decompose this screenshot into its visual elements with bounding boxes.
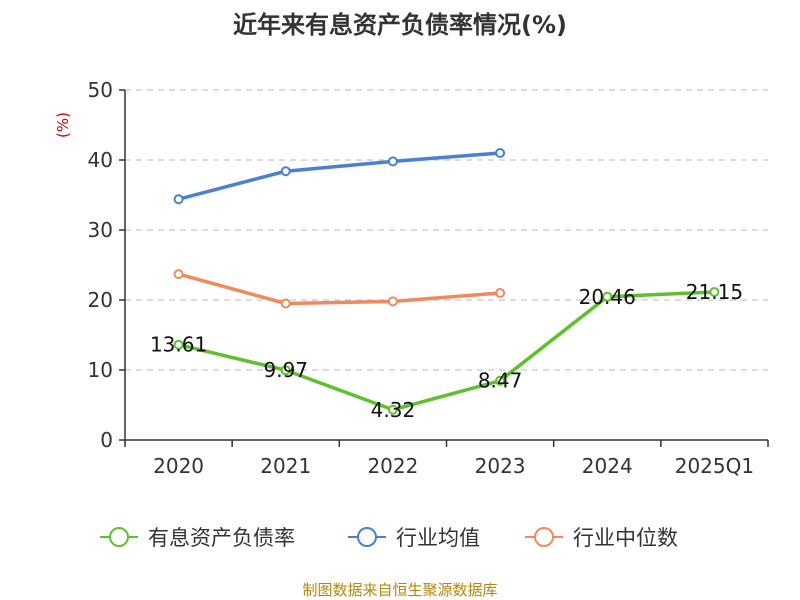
series-line-1 [176, 151, 502, 201]
data-point [387, 404, 398, 415]
series-line-2 [176, 272, 502, 306]
x-tick-label: 2024 [582, 454, 633, 478]
series-line-0 [176, 290, 717, 412]
legend-marker [534, 527, 554, 547]
data-point [387, 156, 398, 167]
legend-label: 行业均值 [396, 526, 480, 550]
source-note: 制图数据来自恒生聚源数据库 [302, 581, 497, 599]
data-label: 20.46 [579, 285, 636, 309]
data-point [495, 375, 506, 386]
y-tick-label: 40 [88, 148, 113, 172]
y-tick-label: 30 [88, 218, 113, 242]
legend-label: 行业中位数 [573, 526, 678, 550]
data-point [387, 296, 398, 307]
y-tick-label: 10 [88, 358, 113, 382]
data-label: 21.15 [686, 280, 743, 304]
x-tick-label: 2020 [153, 454, 204, 478]
data-point [495, 148, 506, 158]
series-group [173, 148, 720, 415]
data-labels: 13.61 9.97 4.32 8.47 20.46 21.15 [150, 280, 743, 422]
y-tick-label: 0 [100, 428, 113, 452]
grid [125, 89, 768, 371]
legend-marker [109, 527, 129, 547]
y-tick-label: 20 [88, 288, 113, 312]
data-point [173, 194, 184, 205]
legend-marker [357, 527, 377, 547]
x-tick-label: 2021 [260, 454, 311, 478]
data-point [602, 291, 613, 302]
legend-label: 有息资产负债率 [148, 526, 295, 550]
data-point [495, 288, 506, 298]
data-label: 9.97 [263, 358, 308, 382]
x-tick-label: 2022 [367, 454, 418, 478]
y-axis-label: (%) [54, 112, 72, 138]
data-point [173, 339, 184, 350]
data-point [280, 365, 291, 376]
data-label: 13.61 [150, 333, 207, 357]
legend: 有息资产负债率 行业均值 行业中位数 [100, 526, 678, 550]
data-point [173, 269, 184, 280]
data-point [709, 286, 720, 297]
x-tick-label: 2025Q1 [675, 454, 754, 478]
data-label: 8.47 [478, 369, 523, 393]
data-point [280, 166, 291, 177]
x-tick-label: 2023 [475, 454, 526, 478]
chart-title: 近年来有息资产负债率情况(%) [233, 11, 567, 39]
data-point [280, 298, 291, 309]
axes: 0 10 20 30 40 50 2020 2021 2022 2023 2024 2025Q1 [88, 78, 769, 478]
y-tick-label: 50 [88, 78, 113, 102]
data-label: 4.32 [371, 398, 416, 422]
